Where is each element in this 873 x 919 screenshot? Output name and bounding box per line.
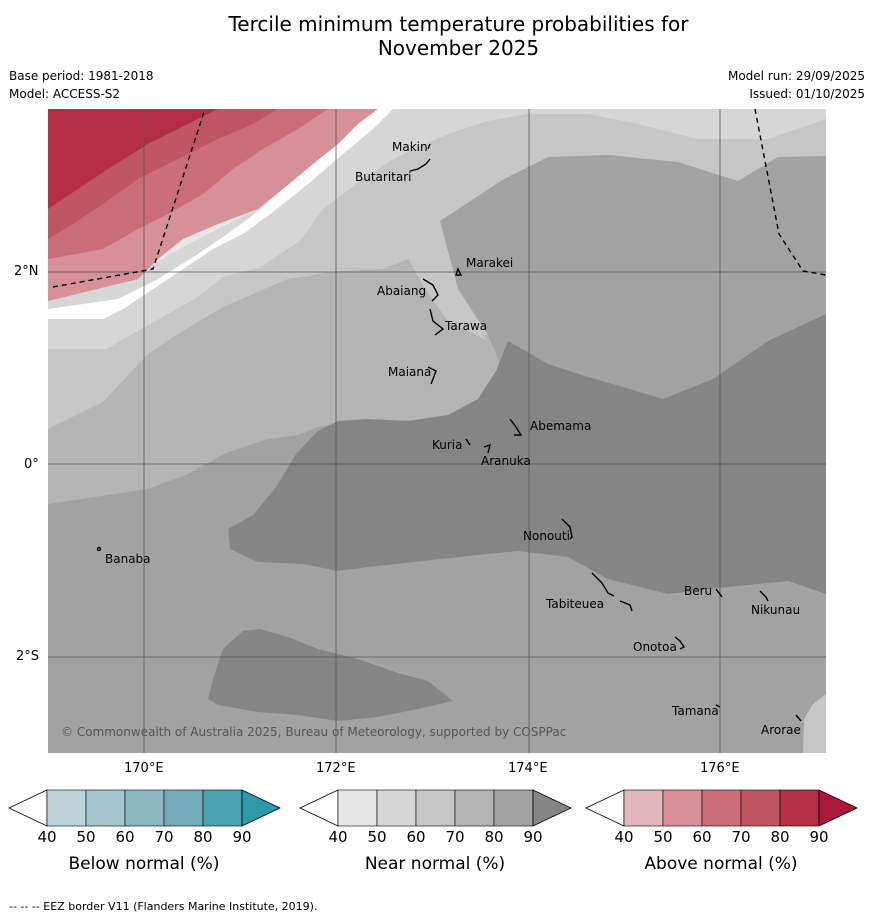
colorbar-near [299, 789, 572, 827]
colorbar-segment [124, 789, 165, 827]
colorbar-tick-label: 40 [328, 828, 348, 846]
lat-label: 2°N [14, 264, 39, 279]
place-label: Abaiang [377, 284, 426, 298]
colorbar-tick-label: 90 [523, 828, 543, 846]
meta-right: Model run: 29/09/2025 Issued: 01/10/2025 [728, 69, 865, 105]
colorbar-tick-label: 90 [232, 828, 252, 846]
colorbars [8, 789, 858, 827]
place-label: Onotoa [633, 640, 677, 654]
colorbar-tick-label: 80 [484, 828, 504, 846]
colorbar-extend-high [818, 789, 858, 827]
place-label: Marakei [466, 256, 513, 270]
colorbar-label-below: Below normal (%) [68, 854, 220, 874]
colorbar-extend-low [585, 789, 625, 827]
colorbar-tick-label: 40 [614, 828, 634, 846]
colorbar-segment [623, 789, 664, 827]
lon-label: 174°E [508, 761, 548, 776]
colorbar-tick-label: 50 [367, 828, 387, 846]
colorbar-above [585, 789, 858, 827]
colorbar-segment [415, 789, 456, 827]
colorbar-tick-label: 70 [731, 828, 751, 846]
colorbar-tick-label: 60 [115, 828, 135, 846]
zone-above-80 [48, 109, 218, 209]
colorbar-tick-label: 70 [154, 828, 174, 846]
place-label: Abemama [530, 419, 591, 433]
chart-title: Tercile minimum temperature probabilitie… [0, 12, 873, 60]
place-label: Maiana [388, 365, 431, 379]
lat-label: 0° [24, 457, 39, 472]
colorbar-extend-low [8, 789, 48, 827]
place-label: Nonouti [523, 529, 570, 543]
gridlines [48, 109, 826, 753]
colorbar-segment [740, 789, 781, 827]
title-line-1: Tercile minimum temperature probabilitie… [228, 12, 689, 36]
lon-label: 170°E [124, 761, 164, 776]
colorbar-label-above: Above normal (%) [644, 854, 798, 874]
colorbar-tick-label: 70 [445, 828, 465, 846]
model-name: Model: ACCESS-S2 [9, 87, 121, 101]
place-label: Beru [684, 584, 712, 598]
copyright-notice: © Commonwealth of Australia 2025, Bureau… [61, 725, 566, 739]
colorbar-segment [662, 789, 703, 827]
zone-near-90-south [208, 629, 453, 721]
zone-near-50-se [803, 694, 826, 753]
place-label: Aranuka [481, 454, 531, 468]
place-label: Butaritari [355, 170, 412, 184]
place-label: Banaba [105, 552, 151, 566]
place-label: Arorae [761, 723, 801, 737]
zone-white-gap [48, 109, 393, 319]
colorbar-segment [376, 789, 417, 827]
colorbar-label-near: Near normal (%) [364, 854, 506, 874]
colorbar-segment [337, 789, 378, 827]
colorbar-extend-high [241, 789, 281, 827]
colorbar-extend-low [299, 789, 339, 827]
base-period: Base period: 1981-2018 [9, 69, 154, 83]
island-shapes [96, 143, 802, 722]
colorbar-segment [779, 789, 820, 827]
eez-border [52, 109, 826, 288]
colorbar-segment [46, 789, 87, 827]
place-label: Makin [392, 140, 428, 154]
colorbar-tick-label: 50 [76, 828, 96, 846]
issued-date: Issued: 01/10/2025 [749, 87, 865, 101]
map-panel: Makin Butaritari Marakei Abaiang Tarawa … [48, 109, 826, 753]
place-label: Tabiteuea [545, 597, 604, 611]
place-labels: Makin Butaritari Marakei Abaiang Tarawa … [105, 140, 801, 737]
colorbar-tick-label: 50 [653, 828, 673, 846]
colorbar-tick-label: 60 [406, 828, 426, 846]
lat-label: 2°S [16, 649, 40, 664]
eez-footnote: -- -- -- EEZ border V11 (Flanders Marine… [9, 900, 318, 913]
colorbar-segment [701, 789, 742, 827]
colorbar-segment [85, 789, 126, 827]
colorbar-extend-high [532, 789, 572, 827]
lon-label: 172°E [316, 761, 356, 776]
colorbar-tick-label: 80 [770, 828, 790, 846]
colorbar-segment [493, 789, 534, 827]
colorbar-segment [163, 789, 204, 827]
meta-left: Base period: 1981-2018 Model: ACCESS-S2 [9, 69, 154, 105]
zone-near-90 [228, 314, 826, 594]
colorbar-below [8, 789, 281, 827]
colorbar-tick-label: 60 [692, 828, 712, 846]
colorbar-tick-label: 90 [809, 828, 829, 846]
place-label: Tarawa [444, 319, 487, 333]
place-label: Nikunau [751, 603, 800, 617]
place-label: Tamana [671, 704, 719, 718]
colorbar-tick-label: 80 [193, 828, 213, 846]
model-run: Model run: 29/09/2025 [727, 69, 865, 83]
colorbar-tick-label: 40 [37, 828, 57, 846]
place-label: Kuria [432, 438, 463, 452]
colorbar-segment [202, 789, 243, 827]
title-line-2: November 2025 [377, 36, 540, 60]
colorbar-segment [454, 789, 495, 827]
lon-label: 176°E [700, 761, 740, 776]
